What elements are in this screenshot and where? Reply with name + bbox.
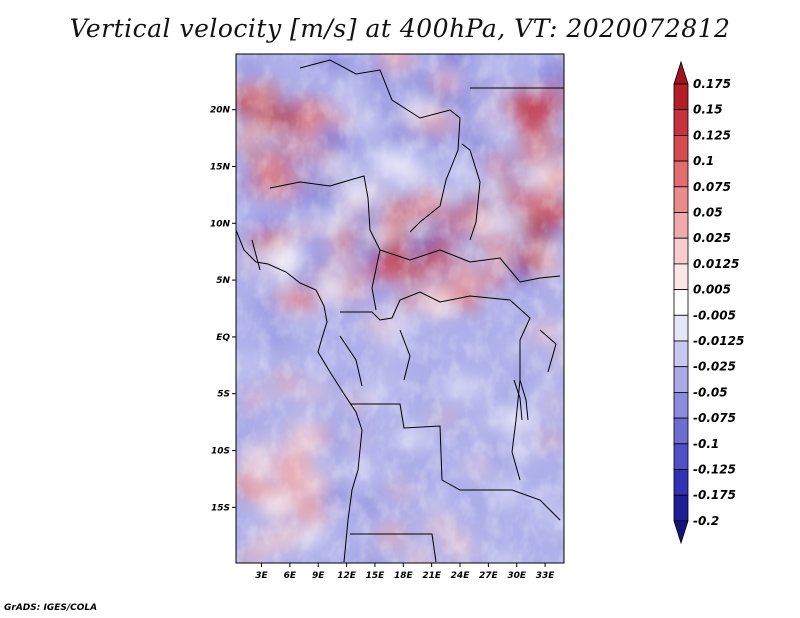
colorbar-label: -0.1	[693, 437, 719, 451]
y-axis: 20N 15N 10N 5N EQ 5S 10S 15S	[210, 106, 236, 513]
x-tick-label: 21E	[422, 571, 442, 581]
x-axis: 3E 6E 9E 12E 15E 18E 21E 24E 27E 30E 33E	[255, 563, 555, 581]
colorbar-label: 0.005	[693, 283, 731, 297]
x-tick-label: 9E	[312, 571, 325, 581]
colorbar-swatch	[673, 314, 689, 342]
colorbar-swatch	[673, 494, 689, 522]
x-tick-label: 27E	[479, 571, 499, 581]
lake-tanganyika	[513, 379, 529, 421]
colorbar-swatch	[673, 366, 689, 393]
y-tick-label: 10N	[210, 219, 231, 229]
border-congo	[340, 291, 531, 481]
colorbar-label: 0.075	[693, 180, 731, 194]
colorbar-swatch	[673, 443, 689, 470]
colorbar-swatch	[673, 134, 689, 162]
colorbar-top-arrow	[673, 60, 689, 85]
colorbar-swatch	[673, 237, 689, 265]
colorbar-label: 0.1	[693, 154, 714, 168]
map-field	[236, 54, 564, 563]
x-tick-label: 12E	[337, 571, 357, 581]
coastline-west	[236, 229, 363, 563]
plot-frame	[235, 53, 565, 564]
field-texture	[236, 54, 564, 563]
colorbar-swatch	[673, 212, 689, 239]
colorbar-swatch	[673, 160, 689, 188]
colorbar-label: 0.05	[693, 206, 723, 220]
x-tick-label: 3E	[255, 571, 268, 581]
colorbar-swatch	[673, 417, 689, 445]
x-tick-label: 18E	[394, 571, 414, 581]
colorbar-label: 0.025	[693, 231, 731, 245]
colorbar-swatch	[673, 469, 689, 496]
x-tick-label: 33E	[536, 571, 556, 581]
grads-credit: GrADS: IGES/COLA	[4, 603, 98, 613]
colorbar-label: -0.125	[693, 463, 736, 477]
colorbar-label: -0.175	[693, 488, 736, 502]
y-tick-label: 5S	[217, 390, 230, 400]
x-tick-label: 6E	[284, 571, 297, 581]
colorbar-label: 0.15	[693, 103, 723, 117]
colorbar: 0.175 0.15 0.125 0.1 0.075 0.05 0.025 0.0125 0.0…	[673, 60, 744, 545]
colorbar-label: -0.075	[693, 411, 736, 425]
border-north	[299, 59, 461, 233]
border-misc	[251, 239, 557, 387]
colorbar-label: 0.0125	[693, 257, 739, 271]
y-tick-label: EQ	[216, 333, 230, 343]
x-tick-label: 15E	[366, 571, 386, 581]
y-tick-label: 5N	[216, 276, 230, 286]
colorbar-label: -0.05	[693, 385, 728, 399]
colorbar-label: -0.2	[693, 514, 719, 528]
y-tick-label: 15N	[210, 162, 231, 172]
colorbar-swatch	[673, 109, 689, 136]
colorbar-swatch	[673, 83, 689, 111]
border-nile	[461, 87, 564, 241]
colorbar-label: 0.125	[693, 128, 731, 142]
y-tick-label: 10S	[211, 447, 230, 457]
colorbar-swatch	[673, 340, 689, 368]
colorbar-label: -0.005	[693, 308, 736, 322]
border-south	[350, 403, 561, 563]
colorbar-bottom-arrow	[673, 520, 689, 545]
country-borders	[236, 59, 564, 563]
colorbar-swatch	[673, 263, 689, 290]
x-tick-label: 24E	[451, 571, 471, 581]
colorbar-swatch	[673, 186, 689, 213]
y-tick-label: 20N	[210, 106, 231, 116]
colorbar-label: -0.025	[693, 360, 736, 374]
colorbar-label: 0.175	[693, 77, 731, 91]
colorbar-swatch	[673, 289, 689, 316]
chart-title: Vertical velocity [m/s] at 400hPa, VT: 2…	[69, 14, 731, 43]
y-tick-label: 15S	[211, 503, 230, 513]
x-tick-label: 30E	[507, 571, 527, 581]
colorbar-swatch	[673, 391, 689, 419]
colorbar-label: -0.0125	[693, 334, 744, 348]
